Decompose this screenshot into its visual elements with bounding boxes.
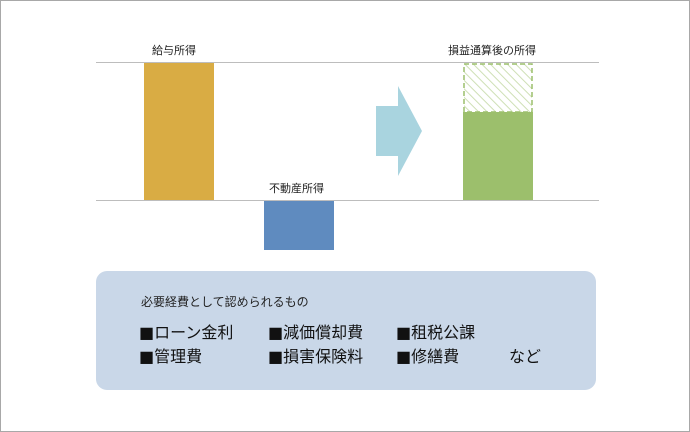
deductible-expenses-box: 必要経費として認められるもの ■ローン金利 ■減価償却費 ■租税公課 ■管理費 …: [96, 271, 596, 390]
real-estate-income-bar: [264, 201, 334, 250]
salary-income-bar: [144, 63, 214, 200]
expense-item: ■減価償却費: [268, 323, 364, 342]
expense-etc: など: [509, 347, 542, 366]
expense-item: ■管理費: [139, 347, 203, 366]
expense-item: ■租税公課: [396, 323, 476, 342]
expense-item: ■ローン金利: [139, 323, 234, 342]
real-estate-income-label: 不動産所得: [269, 182, 324, 195]
zero-baseline: [96, 200, 599, 201]
remaining-income-area: [463, 112, 533, 200]
after-offset-income-label: 損益通算後の所得: [448, 44, 536, 57]
after-offset-income-bar: [463, 63, 533, 200]
salary-income-label: 給与所得: [152, 44, 196, 57]
expenses-title: 必要経費として認められるもの: [141, 295, 309, 309]
expense-item: ■損害保険料: [268, 347, 364, 366]
arrow-right-icon: [376, 86, 422, 176]
offset-loss-hatched-area: [463, 63, 533, 113]
top-baseline: [96, 62, 599, 63]
expense-item: ■修繕費: [396, 347, 460, 366]
